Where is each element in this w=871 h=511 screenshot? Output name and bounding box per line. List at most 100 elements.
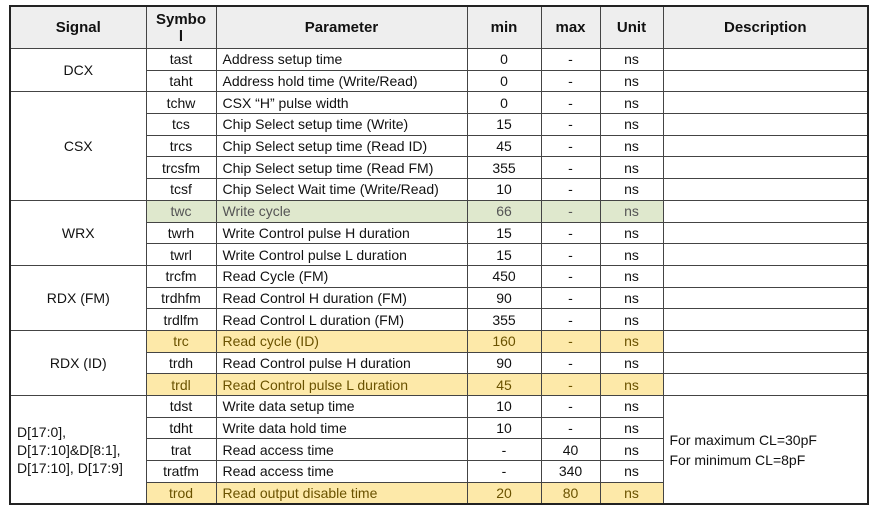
parameter-cell: Read Control L duration (FM): [215, 308, 468, 331]
min-cell: 450: [466, 264, 542, 288]
symbol-cell: tcs: [145, 113, 217, 136]
unit-cell: ns: [599, 178, 664, 201]
symbol-cell: tdst: [145, 395, 217, 418]
header-signal: Signal: [9, 5, 147, 49]
description-cell: [662, 221, 869, 245]
max-cell: -: [540, 243, 601, 266]
symbol-cell: trc: [145, 329, 217, 353]
header-parameter: Parameter: [215, 5, 468, 49]
parameter-cell: CSX “H” pulse width: [215, 91, 468, 115]
unit-cell: ns: [599, 113, 664, 136]
table-row: trdlfm Read Control L duration (FM) 355- ns: [10, 308, 869, 331]
symbol-cell: tast: [145, 48, 217, 71]
description-cell: [662, 199, 869, 223]
table-row: twrl Write Control pulse L duration 15- ns: [10, 243, 869, 266]
symbol-cell: trat: [145, 438, 217, 462]
symbol-cell: trcsfm: [145, 156, 217, 180]
header-symbol: Symbo l: [145, 5, 217, 49]
max-cell: -: [540, 329, 601, 353]
symbol-cell: twrh: [145, 221, 217, 245]
symbol-cell: twrl: [145, 243, 217, 266]
description-cell: [662, 286, 869, 310]
parameter-cell: Write Control pulse L duration: [215, 243, 468, 266]
unit-cell: ns: [599, 460, 664, 483]
min-cell: 10: [466, 178, 542, 201]
max-cell: -: [540, 395, 601, 418]
max-cell: 40: [540, 438, 601, 462]
parameter-cell: Chip Select setup time (Read FM): [215, 156, 468, 180]
unit-cell: ns: [599, 48, 664, 71]
table-row: twrh Write Control pulse H duration 15- ns: [10, 221, 869, 245]
unit-cell: ns: [599, 416, 664, 440]
max-cell: -: [540, 134, 601, 158]
header-row: Signal Symbo l Parameter min max Unit De…: [9, 5, 869, 49]
header-symbol-text: Symbo l: [155, 10, 206, 45]
max-cell: -: [540, 308, 601, 331]
parameter-cell: Read Cycle (FM): [215, 264, 468, 288]
parameter-cell: Write cycle: [215, 199, 468, 223]
header-min: min: [466, 5, 542, 49]
description-cell: [662, 351, 869, 375]
description-cell: [662, 264, 869, 288]
min-cell: 15: [466, 243, 542, 266]
min-cell: 45: [466, 373, 542, 396]
unit-cell: ns: [599, 69, 664, 93]
min-cell: 90: [466, 286, 542, 310]
min-cell: -: [466, 460, 542, 483]
parameter-cell: Read access time: [215, 460, 468, 483]
table-row: trdhfm Read Control H duration (FM) 90- ns: [10, 286, 869, 310]
parameter-cell: Chip Select setup time (Write): [215, 113, 468, 136]
symbol-cell: twc: [145, 199, 217, 223]
description-cell: [662, 113, 869, 136]
min-cell: 355: [466, 308, 542, 331]
min-cell: 45: [466, 134, 542, 158]
parameter-cell: Read output disable time: [215, 481, 468, 505]
symbol-cell: trdl: [145, 373, 217, 396]
description-line: For maximum CL=30pF: [669, 431, 817, 448]
max-cell: -: [540, 286, 601, 310]
max-cell: -: [540, 178, 601, 201]
table-row: CSX tchw CSX “H” pulse width 0- ns: [9, 91, 869, 201]
description-cell: [662, 373, 869, 396]
max-cell: -: [540, 416, 601, 440]
description-cell: [662, 48, 869, 71]
min-cell: 15: [466, 221, 542, 245]
header-unit: Unit: [599, 5, 664, 49]
table-row: tcsf Chip Select Wait time (Write/Read) 10…: [10, 178, 869, 201]
symbol-cell: tratfm: [145, 460, 217, 483]
max-cell: -: [540, 156, 601, 180]
unit-cell: ns: [599, 243, 664, 266]
description-cell: [662, 178, 869, 201]
unit-cell: ns: [599, 351, 664, 375]
min-cell: 0: [466, 69, 542, 93]
unit-cell: ns: [599, 395, 664, 418]
unit-cell: ns: [599, 329, 664, 353]
table-row: tratfm Read access time -340 ns: [10, 460, 868, 483]
signal-cell: WRX: [9, 199, 147, 266]
min-cell: 355: [466, 156, 542, 180]
signal-cell: RDX (FM): [9, 264, 147, 331]
table-row: RDX (FM) trcfm Read Cycle (FM) 450- ns: [9, 264, 869, 331]
table-row: WRX twc Write cycle 66- ns: [9, 199, 869, 266]
min-cell: 20: [466, 481, 542, 505]
header-description: Description: [662, 5, 869, 49]
parameter-cell: Write data hold time: [215, 416, 468, 440]
unit-cell: ns: [599, 286, 664, 310]
signal-cell: DCX: [9, 47, 147, 93]
max-cell: -: [540, 199, 601, 223]
header-max: max: [540, 5, 601, 49]
min-cell: 66: [466, 199, 542, 223]
unit-cell: ns: [599, 91, 664, 115]
description-cell: For maximum CL=30pF For minimum CL=8pF: [662, 395, 869, 505]
min-cell: 10: [466, 416, 542, 440]
parameter-cell: Read Control pulse L duration: [215, 373, 468, 396]
symbol-cell: tcsf: [145, 178, 217, 201]
unit-cell: ns: [599, 221, 664, 245]
min-cell: 0: [466, 91, 542, 115]
parameter-cell: Write Control pulse H duration: [215, 221, 468, 245]
description-cell: [662, 329, 869, 353]
description-line: For minimum CL=8pF: [669, 451, 806, 468]
signal-cell: D[17:0], D[17:10]&D[8:1], D[17:10], D[17…: [9, 395, 147, 505]
parameter-cell: Write data setup time: [215, 395, 468, 418]
signal-cell: CSX: [9, 91, 147, 201]
